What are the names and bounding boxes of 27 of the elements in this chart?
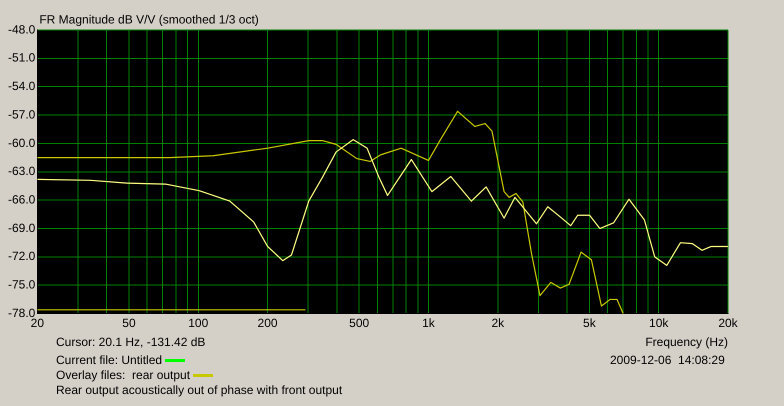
y-tick-label: -51.0: [8, 50, 36, 65]
x-tick-label: 5k: [583, 316, 597, 330]
y-tick-label: -72.0: [8, 249, 36, 264]
y-tick-label: -63.0: [8, 164, 36, 178]
y-tick-label: -48.0: [8, 22, 36, 36]
y-tick-label: -69.0: [8, 220, 36, 235]
text: Overlay files:: [56, 368, 126, 382]
x-tick-label: 2k: [491, 316, 506, 330]
text: Rear output acoustically out of phase with front output: [56, 383, 342, 397]
y-tick-label: -75.0: [8, 278, 36, 292]
y-tick-label: -57.0: [8, 107, 36, 122]
x-tick-label: 100: [188, 316, 209, 330]
x-tick-label: 1k: [422, 316, 436, 330]
chart-title: FR Magnitude dB V/V (smoothed 1/3 oct): [39, 12, 259, 26]
x-tick-label: 20k: [718, 316, 739, 330]
x-tick-label: 500: [349, 316, 370, 330]
legend-label: rear output: [131, 368, 190, 382]
y-tick-label: -66.0: [8, 192, 36, 206]
text: Cursor: 20.1 Hz, -131.42 dB: [56, 335, 206, 349]
text: 2009-12-06 14:08:29: [610, 353, 725, 367]
x-tick-label: 200: [258, 316, 278, 330]
x-tick-label: 50: [122, 316, 136, 330]
x-tick-label: 10k: [649, 316, 670, 330]
x-axis-title: Frequency (Hz): [645, 335, 728, 349]
y-tick-label: -54.0: [8, 79, 36, 94]
text: Current file: Untitled: [56, 353, 164, 367]
y-tick-label: -60.0: [8, 136, 36, 150]
